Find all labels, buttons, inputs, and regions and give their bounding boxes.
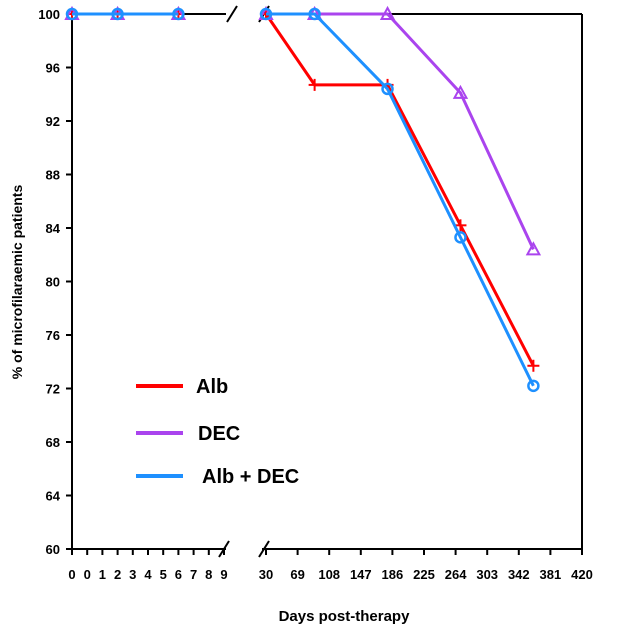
y-tick-label: 72 [46, 382, 60, 397]
x-tick-label: 381 [540, 567, 562, 582]
series-alb-dec [65, 7, 540, 393]
x-tick-label: 420 [571, 567, 593, 582]
x-tick-label: 5 [160, 567, 167, 582]
x-tick-label: 303 [476, 567, 498, 582]
x-tick-label: 30 [259, 567, 273, 582]
data-point-marker [454, 231, 467, 244]
x-tick-label: 186 [382, 567, 404, 582]
data-point-marker [527, 379, 540, 393]
y-tick-label: 80 [46, 275, 60, 290]
data-point-marker [381, 82, 394, 96]
series-layer [64, 5, 542, 393]
legend-item: DEC [136, 423, 240, 445]
y-tick-label: 88 [46, 168, 60, 183]
legend: Alb DEC Alb + DEC [136, 376, 299, 488]
y-tick-label: 100 [38, 7, 60, 22]
y-tick-label: 60 [46, 542, 60, 557]
x-tick-label: 108 [318, 567, 340, 582]
axis-break-mark [226, 5, 238, 23]
data-point-marker [379, 5, 396, 20]
y-axis-title: % of microfilaraemic patients [9, 185, 25, 380]
x-tick-label: 9 [220, 567, 227, 582]
x-tick-label: 6 [175, 567, 182, 582]
x-tick-label: 342 [508, 567, 530, 582]
x-tick-label: 0 [84, 567, 91, 582]
data-point-marker [308, 78, 321, 91]
x-axis-title: Days post-therapy [279, 608, 411, 625]
y-tick-label: 64 [46, 489, 61, 504]
x-tick-label: 0 [68, 567, 75, 582]
series-line [264, 13, 535, 367]
x-tick-label: 4 [144, 567, 152, 582]
x-tick-label: 69 [290, 567, 304, 582]
data-point-marker [527, 359, 540, 372]
legend-label: Alb [196, 376, 228, 398]
x-tick-label: 8 [205, 567, 212, 582]
y-tick-label: 76 [46, 328, 60, 343]
data-point-marker [525, 241, 542, 256]
data-point-marker [111, 7, 124, 21]
series-alb [66, 8, 540, 372]
legend-item: Alb + DEC [136, 466, 299, 488]
x-tick-label: 147 [350, 567, 372, 582]
series-dec [64, 5, 542, 256]
x-tick-label: 2 [114, 567, 121, 582]
data-point-marker [454, 219, 467, 232]
x-tick-label: 1 [99, 567, 106, 582]
y-tick-label: 92 [46, 114, 60, 129]
y-tick-label: 84 [46, 221, 61, 236]
series-line [266, 12, 535, 251]
legend-label: Alb + DEC [202, 466, 299, 488]
legend-label: DEC [198, 423, 240, 445]
x-tick-label: 264 [445, 567, 467, 582]
x-tick-label: 225 [413, 567, 435, 582]
series-line [266, 12, 535, 387]
data-point-marker [65, 7, 79, 21]
data-point-marker [452, 84, 469, 99]
data-point-marker [172, 7, 185, 21]
legend-item: Alb [136, 376, 228, 398]
data-point-marker [308, 7, 321, 21]
x-tick-label: 3 [129, 567, 136, 582]
x-tick-label: 7 [190, 567, 197, 582]
data-point-marker [259, 7, 273, 21]
y-tick-label: 68 [46, 435, 60, 450]
axis-break-mark [258, 540, 270, 558]
y-tick-label: 96 [46, 61, 60, 76]
